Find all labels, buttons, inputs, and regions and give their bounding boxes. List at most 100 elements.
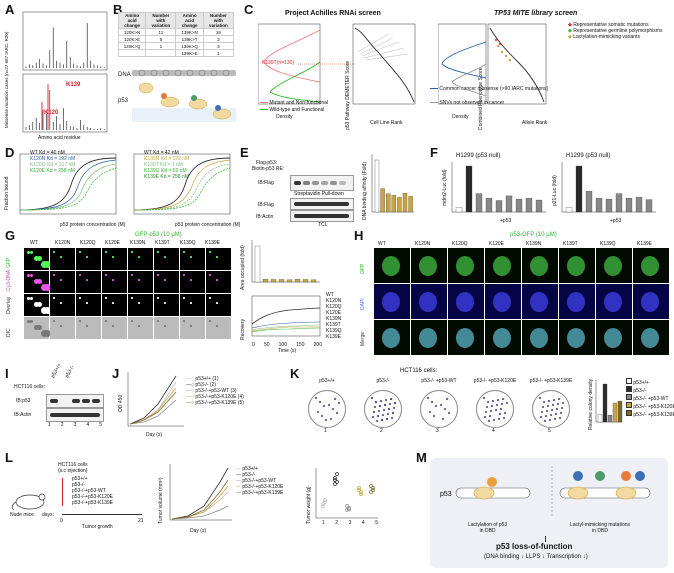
droplet — [190, 256, 192, 258]
ib-p53-label: IB:p53 — [16, 398, 31, 404]
colony — [495, 409, 497, 411]
colony — [548, 400, 550, 402]
colony — [379, 405, 381, 407]
legend-germline: ◆ Representative germline polymorphisms — [568, 28, 663, 34]
panel-c-right-xlabel2: Allele Rank — [522, 120, 548, 126]
colony — [446, 398, 448, 400]
nucleus — [567, 256, 585, 276]
panel-m-right-caption: Lactyl-mimicking mutations in DBD — [570, 522, 631, 534]
h-col-label: K139N — [526, 241, 542, 247]
droplet — [157, 251, 159, 253]
panel-h-header: p53-GFP (10 μM) — [510, 232, 557, 238]
dish-number: 1 — [324, 428, 327, 434]
colony-dish — [308, 390, 346, 428]
tv-ylabel: Tumor volume (mm³) — [158, 477, 164, 524]
colony — [440, 404, 442, 406]
panel-d-right-xlabel: p53 protein concentration (M) — [175, 222, 241, 228]
panel-f-left-xlabel: +p53 — [500, 218, 512, 224]
tumor-weight-point — [357, 486, 361, 490]
panel-a-label: A — [5, 2, 15, 17]
panel-g-columns: WT K120N K120Q K120E K139N K139T K139Q K139E — [30, 240, 232, 246]
colony — [540, 416, 542, 418]
lane-number: 5 — [99, 422, 102, 428]
droplet — [44, 284, 51, 291]
colony — [444, 408, 446, 410]
tw-lane: 1 — [322, 520, 325, 526]
e-bar — [408, 196, 413, 213]
days-label: days: — [42, 512, 54, 518]
panel-j-label: J — [112, 366, 120, 381]
colony — [556, 408, 558, 410]
blot-pulldown — [290, 175, 354, 191]
panel-c-left-title: Project Achilles RNAi screen — [285, 10, 381, 17]
legend-mutant: Mutant and Non-functional — [260, 100, 328, 106]
g-bar — [270, 279, 277, 283]
droplet — [131, 297, 133, 299]
colony — [484, 416, 486, 418]
tumor-weight-point — [369, 484, 373, 488]
nucleus — [493, 256, 511, 276]
nucleus — [419, 256, 437, 276]
tumor-growth-label: Tumor growth — [82, 524, 113, 530]
droplet — [216, 279, 218, 281]
h-col-label: K139E — [637, 241, 653, 247]
dish-label: p53-/- — [376, 378, 390, 384]
genotype-ko: p53-/- — [64, 364, 76, 379]
h-image-cell — [633, 284, 669, 319]
h-image-cell — [485, 284, 521, 319]
j-legend-item: —○ p53-/-+p53-WT (3) — [186, 388, 237, 394]
panel-a-xlabel: Amino acid residue — [38, 135, 81, 141]
tw-lane: 4 — [361, 520, 365, 526]
h-image-cell — [411, 284, 447, 319]
g-col-label: K120Q — [80, 240, 96, 246]
panel-g-label: G — [5, 228, 16, 243]
g-image-cell — [154, 248, 179, 270]
tumor-weight-point — [345, 504, 349, 508]
tumor-weight-point — [333, 478, 337, 482]
colony — [325, 419, 327, 421]
g-image-cell — [206, 271, 231, 293]
panel-e-label: E — [240, 145, 249, 160]
g-tick: 100 — [278, 342, 287, 348]
dish-number: 5 — [548, 428, 551, 434]
g-bar — [262, 278, 269, 283]
colony-dish-group: p53-/- +p53-K120E 4 — [468, 378, 522, 434]
colony — [319, 401, 321, 403]
g-image-cell — [76, 317, 101, 339]
colony — [387, 413, 389, 415]
colony — [433, 415, 435, 417]
svg-text:p53: p53 — [440, 491, 452, 498]
p53-label: p53 — [118, 98, 129, 104]
g-bar — [286, 279, 293, 283]
droplet — [27, 320, 30, 323]
panel-f-right-xlabel: +p53 — [610, 218, 622, 224]
colony — [498, 418, 500, 420]
h-image-cell — [485, 248, 521, 283]
f-bar-left — [475, 193, 483, 213]
colony — [315, 397, 317, 399]
panel-e-ylabel: DNA binding affinity (Fold) — [362, 162, 368, 220]
g-image-cell — [180, 271, 205, 293]
l-cells-title: HCT116 cells (s.c injection) — [58, 462, 88, 474]
tw-ylabel: Tumor weight (g) — [306, 486, 312, 524]
h-col-label: K139Q — [600, 241, 616, 247]
g-legend-item: K139Q — [326, 328, 342, 334]
g-col-label: K139N — [130, 240, 146, 246]
tumor-volume-chart — [169, 464, 232, 521]
h-image-cell — [596, 320, 632, 355]
h-image-cell — [559, 248, 595, 283]
droplet — [60, 302, 62, 304]
j-legend-item: —○ p53+/+ (1) — [186, 376, 219, 382]
colony — [371, 397, 373, 399]
droplet — [190, 325, 192, 327]
colony — [486, 406, 488, 408]
colony-dish — [476, 390, 514, 428]
droplet — [209, 320, 211, 322]
dish-label: p53-/- +p53-K139E — [529, 378, 573, 384]
panel-l-label: L — [5, 450, 13, 465]
panel-b-table: Amino acid change Number with variation Am… — [117, 12, 235, 57]
f-bar-right — [585, 191, 593, 213]
g-tick: 0 — [252, 342, 255, 348]
colony — [317, 411, 319, 413]
droplet — [30, 274, 33, 277]
